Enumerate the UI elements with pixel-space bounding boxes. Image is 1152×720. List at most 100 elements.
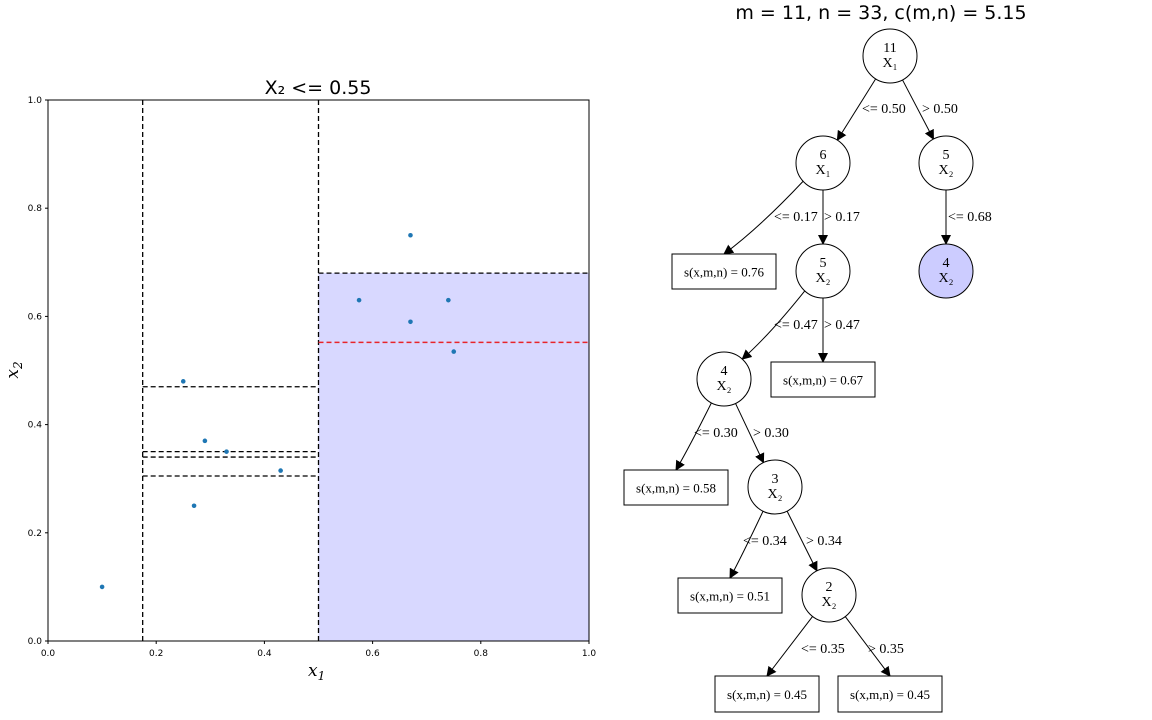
tree-edge-2 [723,180,804,255]
tree-node-5: 4X₂ [696,351,752,407]
edge-label-6: > 0.47 [824,318,860,333]
tree-edges [675,78,951,677]
x-tick-label: 0.6 [365,649,380,659]
leaf-box [671,253,777,290]
node-count: 5 [943,148,950,163]
tree-node-6: 3X₂ [747,459,803,515]
node-variable: X₂ [822,595,837,610]
leaf-box [770,361,876,398]
tree-leaf-0: s(x,m,n) = 0.76 [671,253,777,290]
leaf-score: s(x,m,n) = 0.67 [783,373,863,388]
x-axis-label: x1 [308,661,325,683]
scatter-partition-plot: 0.0 0.2 0.4 0.6 0.8 1.0 0.0 0.2 0.4 0.6 0.8 1.0 X₂… [3,77,597,683]
tree-edge-10 [786,510,818,572]
tree-node-circle [801,567,857,623]
plot-frame [47,99,590,642]
data-points [99,232,457,590]
edge-label-2: <= 0.17 [774,210,818,225]
tree-node-1: 6X₁ [795,135,851,191]
tree-edge-8 [735,403,765,464]
x-tick-label: 1.0 [582,649,597,659]
edge-label-7: <= 0.30 [694,426,738,441]
edge-label-0: <= 0.50 [862,102,906,117]
node-count: 6 [820,148,827,163]
edge-label-9: <= 0.34 [743,534,787,549]
edge-label-5: <= 0.47 [774,318,818,333]
leaf-box [714,675,820,713]
node-count: 4 [943,256,950,271]
tree-edge-7 [675,402,712,471]
tree-edge-11 [766,616,813,677]
edge-label-3: > 0.17 [824,210,860,225]
node-variable: X₁ [883,56,898,71]
leaf-score: s(x,m,n) = 0.45 [727,687,807,702]
plot-title: X₂ <= 0.55 [265,77,372,99]
node-count: 4 [721,364,728,379]
tree-leaf-4: s(x,m,n) = 0.45 [714,675,820,713]
y-tick-label: 0.6 [28,312,43,322]
tree-node-circle [747,459,803,515]
x-tick-label: 0.8 [474,649,489,659]
tree-leaves: s(x,m,n) = 0.76 s(x,m,n) = 0.67 s(x,m,n) =… [623,253,943,713]
x-tick-label: 0.2 [149,649,163,659]
node-variable: X₂ [939,163,954,178]
node-count: 5 [820,256,827,271]
node-variable: X₂ [768,487,783,502]
tree-leaf-1: s(x,m,n) = 0.67 [770,361,876,398]
tree-leaf-5: s(x,m,n) = 0.45 [837,675,943,713]
tree-node-7: 2X₂ [801,567,857,623]
partition-lines [142,100,589,641]
edge-label-4: <= 0.68 [948,210,992,225]
node-variable: X₂ [939,271,954,286]
data-point-9 [446,297,451,303]
node-count: 11 [883,41,896,56]
tree-node-circle [918,243,974,299]
leaf-score: s(x,m,n) = 0.76 [684,265,764,280]
tree-edge-1 [902,79,934,140]
x-tick-label: 0.4 [257,649,272,659]
tree-node-circle [918,135,974,191]
tree-edge-labels: <= 0.50 > 0.50 <= 0.17 > 0.17 <= 0.68 <= 0.47… [694,102,992,657]
tree-leaf-2: s(x,m,n) = 0.58 [623,469,729,506]
leaf-score: s(x,m,n) = 0.45 [850,687,930,702]
data-point-2 [191,503,197,509]
leaf-box [837,675,943,713]
tree-edge-12 [844,616,891,677]
data-point-8 [408,319,413,325]
leaf-score: s(x,m,n) = 0.51 [690,589,770,604]
x-axis-ticks: 0.0 0.2 0.4 0.6 0.8 1.0 [41,641,597,659]
tree-edge-5 [741,290,806,360]
tree-edge-9 [729,510,764,579]
edge-label-11: <= 0.35 [801,642,845,657]
edge-label-1: > 0.50 [922,102,958,117]
tree-leaf-3: s(x,m,n) = 0.51 [677,577,783,614]
data-point-6 [356,297,362,303]
data-point-0 [99,584,105,590]
node-count: 3 [772,472,779,487]
leaf-box [623,469,729,506]
y-tick-label: 0.2 [28,529,42,539]
data-point-10 [451,349,457,354]
data-point-4 [224,449,229,454]
data-point-7 [408,232,413,238]
tree-title: m = 11, n = 33, c(m,n) = 5.15 [735,2,1026,24]
y-axis-label: x2 [3,361,25,378]
leaf-score: s(x,m,n) = 0.58 [636,481,716,496]
tree-node-4: 4X₂ [918,243,974,299]
node-variable: X₂ [816,271,831,286]
edge-label-8: > 0.30 [753,426,789,441]
data-point-3 [202,438,208,444]
y-tick-label: 1.0 [28,96,43,106]
y-tick-label: 0.4 [28,421,43,431]
node-count: 2 [826,580,833,595]
y-tick-label: 0.8 [28,204,43,214]
leaf-box [677,577,783,614]
y-tick-label: 0.0 [28,637,43,647]
data-point-1 [180,379,186,384]
node-variable: X₂ [717,379,732,394]
tree-node-circle [696,351,752,407]
tree-node-2: 5X₂ [918,135,974,191]
